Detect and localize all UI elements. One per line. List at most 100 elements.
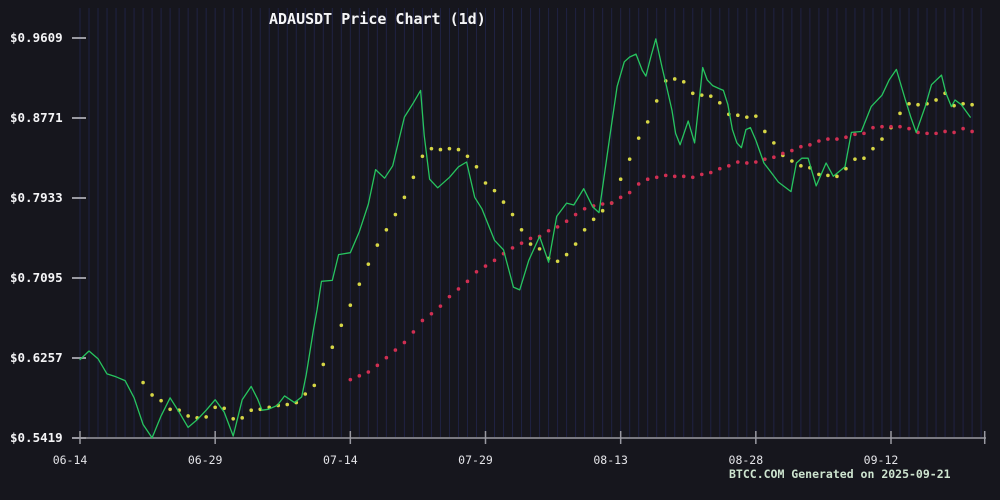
ma-short-dot — [357, 282, 362, 287]
ma-long-dot — [754, 160, 758, 164]
ma-short-dot — [420, 154, 425, 159]
ma-long-dot — [474, 269, 479, 274]
ma-short-dot — [366, 262, 371, 266]
ma-short-dot — [339, 323, 344, 328]
ma-short-dot — [384, 227, 389, 232]
ma-short-dot — [681, 80, 686, 84]
ma-short-dot — [510, 212, 515, 217]
ma-short-dot — [717, 101, 722, 105]
ma-long-dot — [736, 160, 740, 164]
ma-short-dot — [799, 164, 803, 168]
ma-short-dot — [204, 415, 208, 419]
ma-long-dot — [952, 130, 956, 135]
x-tick-label: 08-28 — [729, 453, 764, 467]
ma-long-dot — [618, 195, 623, 200]
ma-long-dot — [880, 124, 884, 129]
ma-long-dot — [438, 304, 443, 308]
ma-long-dot — [799, 144, 803, 149]
ma-short-dot — [285, 402, 290, 407]
ma-short-dot — [465, 154, 470, 159]
y-tick-label: $0.7095 — [10, 270, 63, 285]
ma-long-dot — [384, 355, 389, 360]
ma-long-dot — [708, 170, 713, 175]
ma-short-dot — [564, 252, 569, 257]
ma-short-dot — [790, 159, 794, 163]
ma-short-dot — [483, 181, 488, 185]
ma-long-dot — [483, 264, 488, 268]
ma-long-dot — [393, 348, 398, 352]
ma-short-dot — [636, 136, 641, 140]
ma-long-dot — [465, 279, 470, 284]
ma-short-dot — [573, 242, 578, 246]
ma-long-dot — [925, 131, 929, 136]
ma-long-dot — [772, 155, 776, 160]
ma-long-dot — [357, 374, 362, 378]
x-tick-label: 07-14 — [323, 453, 358, 467]
ma-short-dot — [438, 147, 443, 152]
ma-short-dot — [375, 243, 380, 247]
ma-long-dot — [492, 258, 497, 263]
ma-long-dot — [898, 124, 902, 129]
ma-short-dot — [222, 406, 226, 411]
ma-short-dot — [826, 173, 830, 178]
ma-long-dot — [627, 190, 632, 195]
ma-short-dot — [456, 147, 461, 152]
ma-long-dot — [429, 311, 434, 316]
ma-long-dot — [564, 219, 569, 223]
ma-short-dot — [582, 227, 587, 232]
ma-short-dot — [393, 212, 398, 217]
ma-short-dot — [880, 137, 884, 141]
ma-short-dot — [754, 114, 758, 118]
ma-short-dot — [916, 102, 920, 107]
x-tick-label: 06-14 — [53, 453, 88, 467]
ma-long-dot — [970, 129, 974, 134]
y-tick-label: $0.7933 — [10, 190, 63, 205]
ma-short-dot — [871, 146, 875, 151]
ma-long-dot — [745, 161, 749, 165]
ma-short-dot — [321, 362, 326, 367]
ma-short-dot — [231, 417, 235, 421]
ma-long-dot — [447, 294, 452, 299]
ma-short-dot — [898, 111, 902, 116]
ma-long-dot — [763, 157, 767, 161]
ma-long-dot — [609, 201, 614, 205]
ma-short-dot — [501, 200, 506, 204]
y-tick-label: $0.8771 — [10, 110, 63, 125]
x-tick-label: 08-13 — [593, 453, 628, 467]
ma-long-dot — [862, 131, 866, 136]
ma-short-dot — [402, 195, 407, 200]
ma-short-dot — [537, 247, 542, 251]
ma-long-dot — [817, 139, 821, 143]
ma-long-dot — [853, 132, 857, 137]
ma-long-dot — [375, 363, 380, 368]
ma-short-dot — [150, 393, 154, 397]
ma-long-dot — [600, 202, 605, 206]
ma-short-dot — [348, 303, 353, 308]
ma-short-dot — [519, 227, 524, 232]
ma-short-dot — [591, 217, 596, 222]
ma-long-dot — [889, 124, 893, 129]
y-tick-label: $0.5419 — [10, 430, 63, 445]
ma-short-dot — [645, 120, 650, 124]
ma-long-dot — [645, 177, 650, 181]
ma-long-dot — [582, 206, 587, 211]
ma-short-dot — [745, 115, 749, 119]
ma-long-dot — [907, 126, 911, 131]
ma-short-dot — [862, 156, 866, 160]
ma-long-dot — [844, 135, 848, 139]
ma-short-dot — [844, 166, 848, 171]
ma-short-dot — [447, 146, 452, 151]
ma-long-dot — [510, 246, 515, 250]
ma-long-dot — [555, 225, 560, 229]
ma-long-dot — [348, 377, 353, 382]
ma-long-dot — [672, 174, 677, 179]
ma-long-dot — [528, 236, 533, 241]
ma-short-dot — [907, 101, 911, 106]
ma-long-dot — [790, 148, 794, 153]
ma-long-dot — [808, 143, 812, 147]
ma-short-dot — [159, 398, 163, 403]
ma-long-dot — [699, 172, 704, 177]
ma-short-dot — [168, 407, 172, 412]
ma-long-dot — [961, 126, 965, 131]
ma-short-dot — [736, 113, 740, 118]
